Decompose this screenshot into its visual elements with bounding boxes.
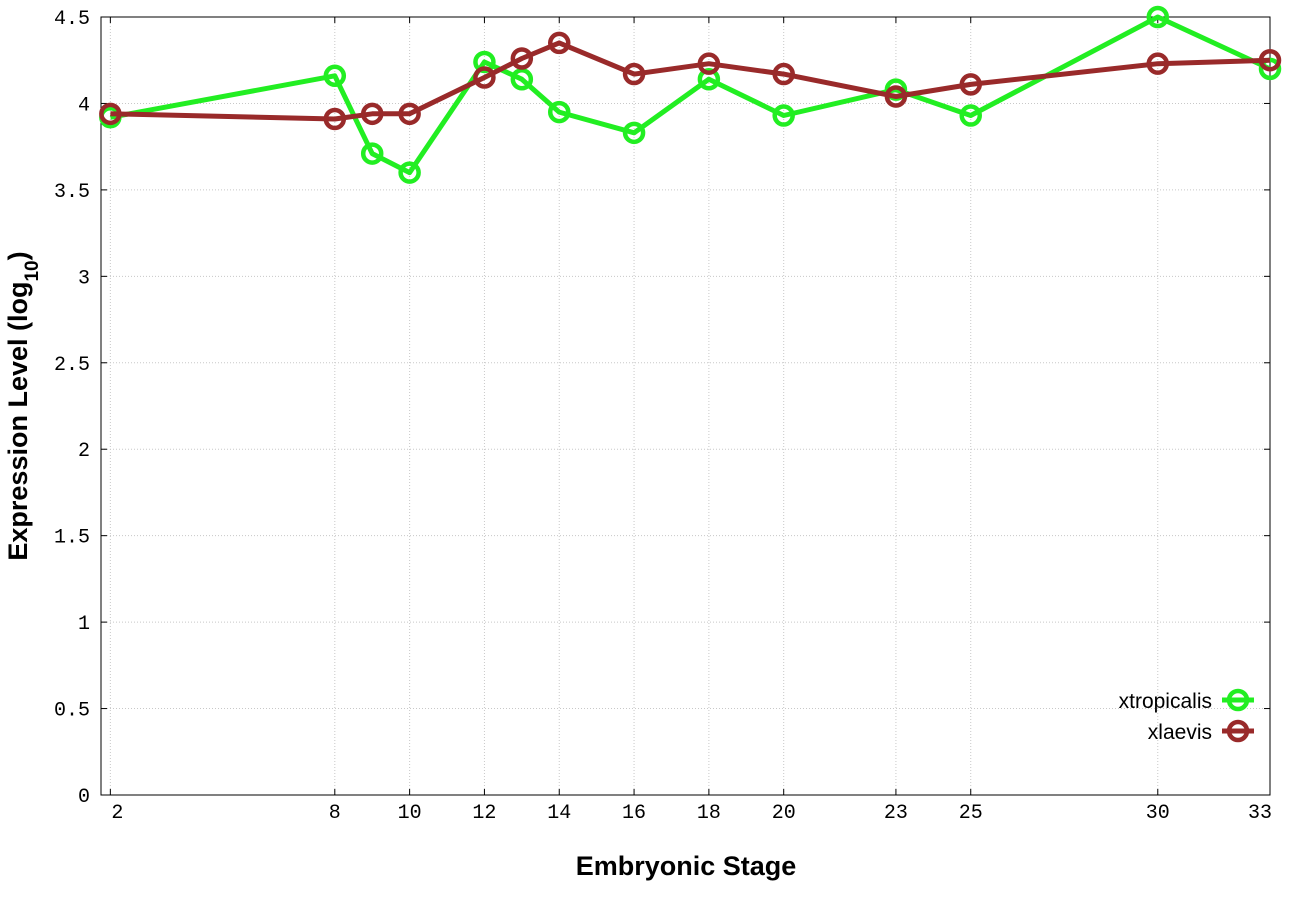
plot-frame xyxy=(100,16,1271,796)
x-tick-label: 23 xyxy=(884,802,908,825)
y-axis-title-subscript: 10 xyxy=(22,260,43,281)
x-tick-label: 30 xyxy=(1146,802,1170,825)
x-tick-label: 20 xyxy=(772,802,796,825)
y-tick-label: 2.5 xyxy=(54,354,90,377)
data-point-xlaevis xyxy=(323,107,347,131)
data-point-xlaevis xyxy=(510,47,534,70)
y-tick-label: 1 xyxy=(78,613,90,636)
legend: xtropicalis xlaevis xyxy=(1119,688,1254,744)
y-tick-label: 4.5 xyxy=(54,8,90,31)
data-point-xtropicalis xyxy=(1258,57,1282,81)
data-point-xtropicalis xyxy=(510,67,534,91)
y-tick-label: 0 xyxy=(78,786,90,809)
data-point-xlaevis xyxy=(1146,52,1170,75)
y-tick-label: 3.5 xyxy=(54,181,90,204)
data-point-xtropicalis xyxy=(473,50,496,74)
y-axis-title-close: ) xyxy=(3,251,33,260)
y-tick-label: 2 xyxy=(78,440,90,463)
data-point-xlaevis xyxy=(398,102,421,126)
axis-ticks: 2 8 10 12 14 16 18 20 23 25 30 33 0 0.5 1 1.5 2 2.5 3 3.5 4 4… xyxy=(54,8,1272,825)
y-tick-label: 1.5 xyxy=(54,527,90,550)
x-tick-label: 2 xyxy=(111,802,123,825)
legend-marker-xlaevis xyxy=(1226,719,1250,743)
x-tick-label: 16 xyxy=(622,802,646,825)
series-layer xyxy=(99,5,1282,184)
data-point-xlaevis xyxy=(884,85,908,108)
data-point-xtropicalis xyxy=(360,142,384,165)
x-tick-label: 33 xyxy=(1248,802,1272,825)
data-point-xtropicalis xyxy=(547,100,571,124)
x-tick-label: 10 xyxy=(398,802,422,825)
y-tick-label: 0.5 xyxy=(54,700,90,723)
y-axis-title: Expression Level (log10) xyxy=(3,251,43,560)
legend-label-xlaevis: xlaevis xyxy=(1148,721,1212,744)
legend-marker-xtropicalis xyxy=(1226,688,1250,712)
data-point-xlaevis xyxy=(99,102,122,126)
series-line-xtropicalis xyxy=(109,14,1272,176)
legend-label-xtropicalis: xtropicalis xyxy=(1119,690,1212,713)
data-point-xlaevis xyxy=(959,73,982,96)
x-tick-label: 14 xyxy=(547,802,571,825)
data-point-xlaevis xyxy=(1258,48,1282,72)
x-tick-label: 18 xyxy=(697,802,721,825)
data-point-xtropicalis xyxy=(398,161,421,184)
data-point-xtropicalis xyxy=(622,121,646,145)
data-point-xlaevis xyxy=(622,62,646,86)
series-line-xlaevis xyxy=(110,40,1271,122)
data-point-xtropicalis xyxy=(323,64,347,88)
grid-lines xyxy=(101,17,1271,795)
data-point-xtropicalis xyxy=(772,104,795,127)
x-tick-label: 8 xyxy=(329,802,341,825)
data-point-xtropicalis xyxy=(959,104,982,127)
x-tick-label: 12 xyxy=(472,802,496,825)
x-axis-title: Embryonic Stage xyxy=(576,851,797,881)
y-axis-title-main: Expression Level (log xyxy=(3,282,33,561)
data-point-xlaevis xyxy=(697,52,721,75)
data-point-xlaevis xyxy=(360,102,384,126)
y-tick-label: 3 xyxy=(78,267,90,290)
data-point-xtropicalis xyxy=(1146,5,1170,29)
data-point-xlaevis xyxy=(473,66,496,89)
data-point-xtropicalis xyxy=(697,67,721,91)
y-tick-label: 4 xyxy=(78,94,90,117)
data-point-xlaevis xyxy=(772,62,795,86)
x-tick-label: 25 xyxy=(959,802,983,825)
data-point-xlaevis xyxy=(547,31,571,55)
